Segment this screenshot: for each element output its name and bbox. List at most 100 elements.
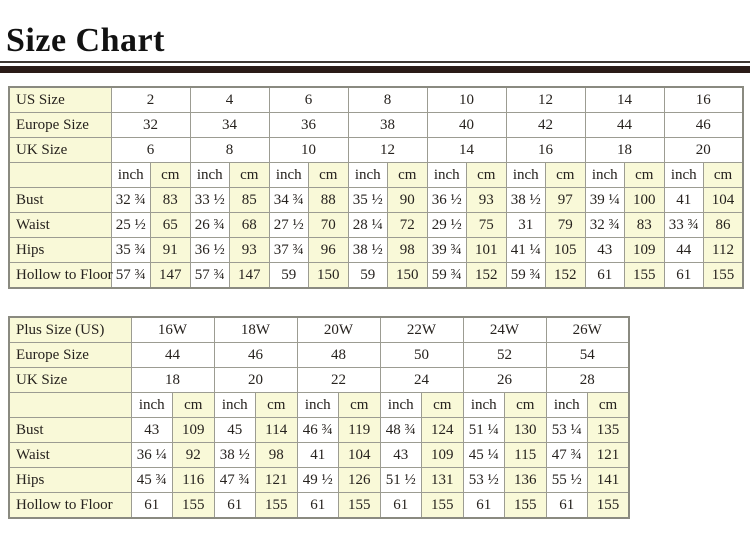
unit-label-inch: inch: [347, 162, 388, 188]
measurement-inch: 37 ¾: [268, 237, 309, 263]
measurement-cm: 83: [150, 187, 191, 213]
row-label: Hips: [8, 467, 132, 493]
size-value: 54: [545, 342, 630, 368]
unit-row-spacer: [8, 392, 132, 418]
size-value: 12: [347, 137, 428, 163]
measurement-inch: 43: [130, 417, 173, 443]
unit-label-cm: cm: [255, 392, 298, 418]
unit-label-inch: inch: [663, 162, 704, 188]
measurement-inch: 41 ¼: [505, 237, 546, 263]
measurement-inch: 61: [584, 262, 625, 289]
measurement-inch: 53 ¼: [545, 417, 588, 443]
size-value: 40: [426, 112, 507, 138]
unit-label-cm: cm: [421, 392, 464, 418]
measurement-cm: 155: [703, 262, 744, 289]
row-label: Waist: [8, 442, 132, 468]
unit-label-inch: inch: [426, 162, 467, 188]
measurement-inch: 27 ½: [268, 212, 309, 238]
page-title: Size Chart: [6, 22, 165, 59]
size-header-row: Plus Size (US) 16W 18W 20W 22W 24W 26W: [8, 316, 630, 343]
measurement-cm: 152: [466, 262, 507, 289]
measurement-row: Waist 36 ¼ 92 38 ½ 98 41 104 43 109 45 ¼ 115 47 ¾ 12…: [8, 442, 630, 468]
size-value: 8: [347, 86, 428, 113]
unit-label-inch: inch: [110, 162, 151, 188]
size-value: 6: [110, 137, 191, 163]
measurement-inch: 28 ¼: [347, 212, 388, 238]
measurement-row: Hollow to Floor 57 ¾ 147 57 ¾ 147 59 150 59 150 5…: [8, 262, 744, 289]
measurement-cm: 70: [308, 212, 349, 238]
measurement-inch: 61: [663, 262, 704, 289]
measurement-cm: 155: [255, 492, 298, 519]
measurement-cm: 112: [703, 237, 744, 263]
size-value: 44: [130, 342, 215, 368]
measurement-cm: 65: [150, 212, 191, 238]
measurement-cm: 155: [504, 492, 547, 519]
measurement-inch: 45 ¼: [462, 442, 505, 468]
unit-label-cm: cm: [624, 162, 665, 188]
measurement-cm: 119: [338, 417, 381, 443]
measurement-inch: 34 ¾: [268, 187, 309, 213]
size-value: 24: [379, 367, 464, 393]
measurement-inch: 61: [130, 492, 173, 519]
measurement-inch: 35 ½: [347, 187, 388, 213]
unit-label-cm: cm: [587, 392, 630, 418]
size-header-row: UK Size 6 8 10 12 14 16 18 20: [8, 137, 744, 163]
unit-label-inch: inch: [462, 392, 505, 418]
row-label: Plus Size (US): [8, 316, 132, 343]
unit-label-cm: cm: [150, 162, 191, 188]
measurement-inch: 36 ½: [189, 237, 230, 263]
size-header-row: UK Size 18 20 22 24 26 28: [8, 367, 630, 393]
row-label: US Size: [8, 86, 112, 113]
unit-label-inch: inch: [189, 162, 230, 188]
measurement-inch: 26 ¾: [189, 212, 230, 238]
size-value: 18: [130, 367, 215, 393]
measurement-inch: 49 ½: [296, 467, 339, 493]
measurement-cm: 135: [587, 417, 630, 443]
measurement-inch: 36 ½: [426, 187, 467, 213]
measurement-inch: 33 ¾: [663, 212, 704, 238]
measurement-inch: 36 ¼: [130, 442, 173, 468]
measurement-cm: 101: [466, 237, 507, 263]
measurement-cm: 155: [338, 492, 381, 519]
measurement-row: Hollow to Floor 61 155 61 155 61 155 61 155 61 155…: [8, 492, 630, 519]
size-value: 22W: [379, 316, 464, 343]
measurement-inch: 61: [213, 492, 256, 519]
measurement-cm: 155: [172, 492, 215, 519]
measurement-inch: 61: [545, 492, 588, 519]
unit-label-inch: inch: [584, 162, 625, 188]
measurement-inch: 45: [213, 417, 256, 443]
size-value: 16: [663, 86, 744, 113]
unit-label-inch: inch: [130, 392, 173, 418]
measurement-inch: 32 ¾: [584, 212, 625, 238]
measurement-cm: 141: [587, 467, 630, 493]
measurement-cm: 104: [703, 187, 744, 213]
row-label: Bust: [8, 187, 112, 213]
unit-label-cm: cm: [466, 162, 507, 188]
size-value: 8: [189, 137, 270, 163]
measurement-inch: 53 ½: [462, 467, 505, 493]
measurement-inch: 39 ¾: [426, 237, 467, 263]
row-label: Waist: [8, 212, 112, 238]
measurement-cm: 75: [466, 212, 507, 238]
size-value: 14: [426, 137, 507, 163]
unit-label-cm: cm: [504, 392, 547, 418]
measurement-inch: 43: [379, 442, 422, 468]
size-value: 50: [379, 342, 464, 368]
measurement-inch: 44: [663, 237, 704, 263]
row-label: UK Size: [8, 367, 132, 393]
measurement-cm: 130: [504, 417, 547, 443]
measurement-cm: 124: [421, 417, 464, 443]
size-header-row: Europe Size 44 46 48 50 52 54: [8, 342, 630, 368]
measurement-inch: 61: [296, 492, 339, 519]
measurement-cm: 105: [545, 237, 586, 263]
measurement-cm: 116: [172, 467, 215, 493]
measurement-cm: 147: [150, 262, 191, 289]
measurement-cm: 79: [545, 212, 586, 238]
measurement-cm: 93: [466, 187, 507, 213]
size-value: 12: [505, 86, 586, 113]
divider-thin-rule: [0, 61, 750, 63]
measurement-cm: 131: [421, 467, 464, 493]
measurement-inch: 48 ¾: [379, 417, 422, 443]
measurement-cm: 90: [387, 187, 428, 213]
measurement-cm: 86: [703, 212, 744, 238]
